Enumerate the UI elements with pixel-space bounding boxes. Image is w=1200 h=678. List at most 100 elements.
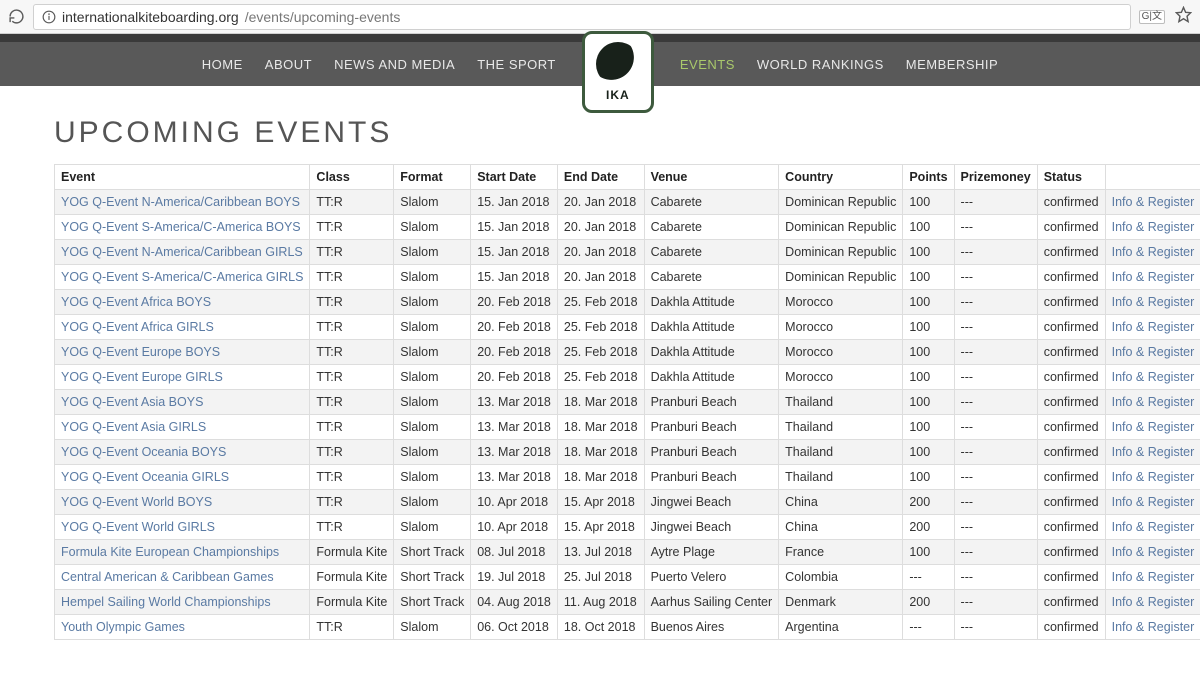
column-header[interactable]: Country [779, 165, 903, 190]
event-name-link[interactable]: YOG Q-Event Africa BOYS [55, 290, 310, 315]
cell-country: Morocco [779, 365, 903, 390]
cell-country: Morocco [779, 315, 903, 340]
table-row: YOG Q-Event Europe BOYSTT:RSlalom20. Feb… [55, 340, 1200, 365]
bookmark-star-icon[interactable] [1175, 6, 1192, 28]
column-header[interactable]: Venue [644, 165, 779, 190]
cell-end-date: 25. Feb 2018 [557, 365, 644, 390]
cell-class: TT:R [310, 415, 394, 440]
nav-item-events[interactable]: EVENTS [680, 57, 735, 72]
event-name-link[interactable]: Hempel Sailing World Championships [55, 590, 310, 615]
column-header[interactable]: Points [903, 165, 954, 190]
main-nav: HOMEABOUTNEWS AND MEDIATHE SPORT IKA EVE… [0, 42, 1200, 86]
info-register-link[interactable]: Info & Register [1105, 265, 1200, 290]
event-name-link[interactable]: YOG Q-Event Africa GIRLS [55, 315, 310, 340]
event-name-link[interactable]: Youth Olympic Games [55, 615, 310, 640]
info-register-link[interactable]: Info & Register [1105, 190, 1200, 215]
event-name-link[interactable]: YOG Q-Event Europe BOYS [55, 340, 310, 365]
info-register-link[interactable]: Info & Register [1105, 340, 1200, 365]
cell-venue: Puerto Velero [644, 565, 779, 590]
table-row: YOG Q-Event Europe GIRLSTT:RSlalom20. Fe… [55, 365, 1200, 390]
info-register-link[interactable]: Info & Register [1105, 465, 1200, 490]
logo-text: IKA [606, 88, 630, 102]
info-register-link[interactable]: Info & Register [1105, 540, 1200, 565]
translate-icon[interactable]: G|文 [1139, 10, 1165, 24]
cell-format: Slalom [394, 265, 471, 290]
nav-item-world-rankings[interactable]: WORLD RANKINGS [757, 57, 884, 72]
column-header[interactable]: Format [394, 165, 471, 190]
info-register-link[interactable]: Info & Register [1105, 440, 1200, 465]
nav-item-home[interactable]: HOME [202, 57, 243, 72]
nav-item-membership[interactable]: MEMBERSHIP [906, 57, 998, 72]
cell-format: Slalom [394, 390, 471, 415]
site-logo[interactable]: IKA [582, 31, 654, 113]
table-row: YOG Q-Event N-America/Caribbean BOYSTT:R… [55, 190, 1200, 215]
column-header[interactable]: Class [310, 165, 394, 190]
cell-format: Slalom [394, 190, 471, 215]
event-name-link[interactable]: Central American & Caribbean Games [55, 565, 310, 590]
cell-start-date: 15. Jan 2018 [471, 215, 558, 240]
cell-class: Formula Kite [310, 565, 394, 590]
info-register-link[interactable]: Info & Register [1105, 315, 1200, 340]
cell-end-date: 15. Apr 2018 [557, 515, 644, 540]
event-name-link[interactable]: Formula Kite European Championships [55, 540, 310, 565]
table-row: YOG Q-Event Asia GIRLSTT:RSlalom13. Mar … [55, 415, 1200, 440]
info-register-link[interactable]: Info & Register [1105, 215, 1200, 240]
column-header[interactable] [1105, 165, 1200, 190]
event-name-link[interactable]: YOG Q-Event N-America/Caribbean BOYS [55, 190, 310, 215]
cell-prizemoney: --- [954, 215, 1037, 240]
cell-prizemoney: --- [954, 540, 1037, 565]
column-header[interactable]: Event [55, 165, 310, 190]
info-register-link[interactable]: Info & Register [1105, 365, 1200, 390]
event-name-link[interactable]: YOG Q-Event World BOYS [55, 490, 310, 515]
event-name-link[interactable]: YOG Q-Event Asia GIRLS [55, 415, 310, 440]
cell-format: Slalom [394, 340, 471, 365]
info-register-link[interactable]: Info & Register [1105, 415, 1200, 440]
nav-item-news-and-media[interactable]: NEWS AND MEDIA [334, 57, 455, 72]
cell-venue: Buenos Aires [644, 615, 779, 640]
column-header[interactable]: Prizemoney [954, 165, 1037, 190]
nav-item-about[interactable]: ABOUT [265, 57, 312, 72]
info-icon[interactable] [42, 10, 56, 24]
cell-status: confirmed [1037, 190, 1105, 215]
column-header[interactable]: Status [1037, 165, 1105, 190]
events-table: EventClassFormatStart DateEnd DateVenueC… [54, 164, 1200, 640]
cell-points: 100 [903, 365, 954, 390]
cell-points: 100 [903, 465, 954, 490]
cell-venue: Aarhus Sailing Center [644, 590, 779, 615]
event-name-link[interactable]: YOG Q-Event N-America/Caribbean GIRLS [55, 240, 310, 265]
event-name-link[interactable]: YOG Q-Event World GIRLS [55, 515, 310, 540]
cell-class: TT:R [310, 365, 394, 390]
cell-country: France [779, 540, 903, 565]
event-name-link[interactable]: YOG Q-Event S-America/C-America GIRLS [55, 265, 310, 290]
info-register-link[interactable]: Info & Register [1105, 240, 1200, 265]
cell-status: confirmed [1037, 515, 1105, 540]
event-name-link[interactable]: YOG Q-Event Oceania GIRLS [55, 465, 310, 490]
info-register-link[interactable]: Info & Register [1105, 290, 1200, 315]
cell-prizemoney: --- [954, 315, 1037, 340]
cell-start-date: 08. Jul 2018 [471, 540, 558, 565]
event-name-link[interactable]: YOG Q-Event S-America/C-America BOYS [55, 215, 310, 240]
event-name-link[interactable]: YOG Q-Event Asia BOYS [55, 390, 310, 415]
cell-class: TT:R [310, 615, 394, 640]
cell-class: TT:R [310, 465, 394, 490]
cell-format: Short Track [394, 590, 471, 615]
cell-end-date: 20. Jan 2018 [557, 190, 644, 215]
table-row: YOG Q-Event Oceania GIRLSTT:RSlalom13. M… [55, 465, 1200, 490]
cell-prizemoney: --- [954, 290, 1037, 315]
info-register-link[interactable]: Info & Register [1105, 565, 1200, 590]
reload-icon[interactable] [8, 8, 25, 25]
column-header[interactable]: End Date [557, 165, 644, 190]
cell-start-date: 20. Feb 2018 [471, 365, 558, 390]
event-name-link[interactable]: YOG Q-Event Europe GIRLS [55, 365, 310, 390]
logo-swirl-icon [596, 42, 640, 86]
cell-status: confirmed [1037, 265, 1105, 290]
cell-venue: Pranburi Beach [644, 415, 779, 440]
nav-item-the-sport[interactable]: THE SPORT [477, 57, 556, 72]
info-register-link[interactable]: Info & Register [1105, 490, 1200, 515]
event-name-link[interactable]: YOG Q-Event Oceania BOYS [55, 440, 310, 465]
info-register-link[interactable]: Info & Register [1105, 590, 1200, 615]
info-register-link[interactable]: Info & Register [1105, 515, 1200, 540]
column-header[interactable]: Start Date [471, 165, 558, 190]
info-register-link[interactable]: Info & Register [1105, 390, 1200, 415]
info-register-link[interactable]: Info & Register [1105, 615, 1200, 640]
